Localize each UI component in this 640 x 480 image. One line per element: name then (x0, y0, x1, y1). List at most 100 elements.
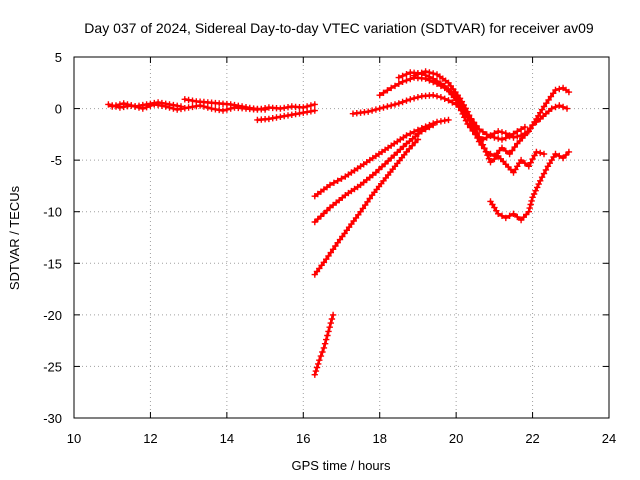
data-point-marker (158, 99, 166, 107)
y-tick-label: -5 (50, 153, 62, 168)
data-point-marker (320, 210, 328, 217)
data-point-marker (517, 132, 525, 139)
data-point-marker (506, 212, 513, 219)
data-point-marker (452, 97, 460, 104)
data-point-marker (399, 72, 406, 80)
data-point-marker (311, 107, 318, 114)
data-point-marker (485, 155, 493, 162)
data-point-marker (223, 106, 231, 113)
data-point-marker (120, 100, 127, 107)
data-point-marker (407, 96, 414, 103)
data-point-marker (311, 218, 318, 226)
data-point-marker (170, 101, 177, 109)
data-point-marker (366, 195, 373, 202)
data-point-marker (418, 69, 425, 76)
data-point-marker (426, 69, 433, 76)
data-point-marker (372, 106, 380, 113)
data-point-marker (461, 114, 468, 121)
data-point-marker (526, 204, 533, 212)
data-point-marker (456, 95, 464, 102)
data-point-marker (545, 96, 552, 104)
y-tick-label: 5 (55, 50, 62, 65)
data-point-marker (328, 315, 336, 323)
data-point-marker (384, 157, 392, 165)
data-point-marker (410, 72, 418, 79)
data-point-marker (324, 332, 331, 339)
data-point-marker (487, 132, 494, 139)
data-point-marker (521, 123, 529, 131)
data-point-marker (547, 93, 555, 100)
data-point-marker (359, 205, 367, 212)
data-point-marker (414, 71, 422, 78)
x-tick-label: 20 (449, 431, 463, 446)
data-point-marker (559, 103, 567, 111)
data-point-marker (265, 115, 273, 123)
data-point-marker (433, 93, 441, 100)
data-point-marker (362, 201, 369, 209)
data-point-marker (477, 137, 485, 144)
data-point-marker (542, 166, 550, 174)
data-point-marker (533, 148, 540, 156)
data-point-marker (395, 80, 402, 87)
data-point-marker (388, 154, 395, 162)
data-point-marker (565, 148, 573, 156)
data-point-marker (462, 117, 470, 124)
data-point-marker (368, 107, 376, 114)
data-point-marker (498, 144, 506, 151)
data-point-marker (552, 150, 559, 158)
data-point-marker (498, 212, 506, 219)
data-point-marker (474, 129, 481, 137)
data-point-marker (502, 130, 509, 137)
data-point-marker (231, 101, 238, 109)
y-tick-label: -30 (43, 411, 62, 426)
data-point-marker (525, 163, 532, 170)
data-point-marker (391, 152, 398, 159)
data-point-marker (498, 136, 506, 143)
data-point-marker (511, 143, 518, 151)
data-point-marker (462, 105, 469, 112)
data-point-marker (418, 128, 425, 135)
data-point-marker (470, 122, 477, 129)
data-point-marker (556, 152, 563, 160)
series-track-11 (311, 121, 437, 226)
data-point-marker (384, 87, 391, 94)
data-point-marker (357, 208, 364, 215)
data-point-marker (445, 116, 452, 124)
data-point-marker (502, 214, 509, 222)
data-point-marker (491, 130, 498, 137)
x-axis-label: GPS time / hours (292, 458, 391, 473)
data-point-marker (535, 180, 542, 188)
data-point-marker (380, 104, 387, 111)
data-point-marker (454, 100, 461, 107)
data-point-marker (332, 242, 339, 250)
data-point-marker (479, 128, 487, 135)
data-point-marker (135, 102, 143, 109)
data-point-marker (502, 147, 509, 155)
data-point-marker (319, 348, 326, 356)
data-point-marker (540, 150, 548, 158)
data-point-marker (326, 181, 334, 189)
data-point-marker (403, 97, 410, 104)
data-point-marker (388, 84, 395, 92)
data-point-marker (147, 100, 154, 107)
data-point-marker (303, 103, 311, 110)
data-point-marker (414, 136, 422, 143)
data-point-marker (403, 77, 410, 84)
data-point-marker (556, 85, 563, 93)
data-layer (105, 68, 573, 378)
data-point-marker (548, 105, 555, 112)
data-point-marker (458, 98, 466, 105)
data-point-marker (116, 101, 124, 108)
data-point-marker (538, 174, 546, 181)
data-point-marker (562, 151, 570, 159)
series-line (313, 138, 420, 276)
y-tick-label: -25 (43, 359, 62, 374)
data-point-marker (407, 75, 414, 83)
data-point-marker (540, 170, 548, 177)
data-point-marker (292, 110, 299, 118)
data-point-marker (481, 145, 488, 152)
data-point-marker (414, 126, 422, 134)
data-point-marker (376, 92, 383, 99)
data-point-marker (410, 128, 418, 135)
data-point-marker (532, 187, 539, 194)
